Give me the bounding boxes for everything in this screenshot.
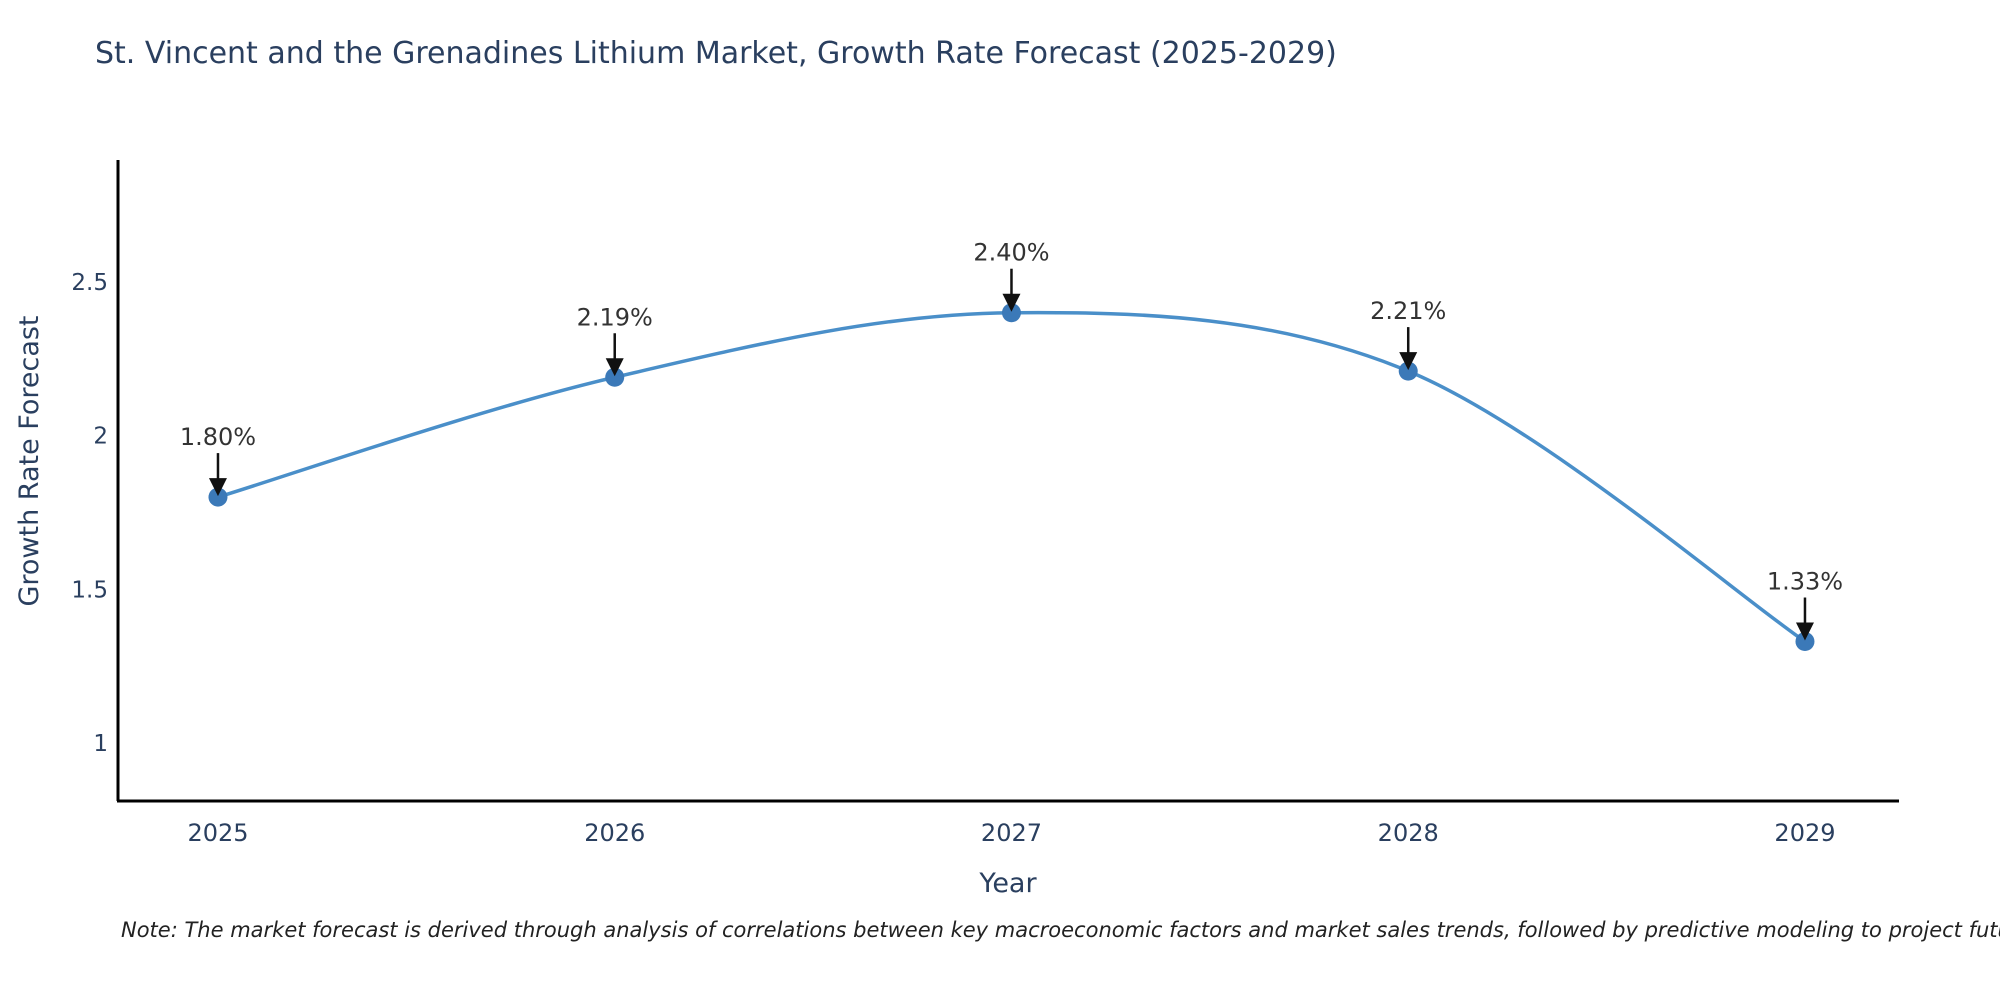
y-tick-label: 2.5 [71,270,108,296]
annotation-arrowhead-icon [1399,352,1418,371]
data-point-label: 1.33% [1767,568,1843,596]
x-tick-label: 2029 [1774,819,1835,847]
chart-title: St. Vincent and the Grenadines Lithium M… [95,36,1337,71]
data-point-marker [1001,303,1021,323]
data-point-label: 2.19% [577,303,653,331]
annotation-arrowhead-icon [208,478,227,497]
data-point-label: 1.80% [180,423,256,451]
x-tick-label: 2028 [1378,819,1439,847]
y-tick-label: 1 [93,731,108,757]
annotation-arrowhead-icon [605,358,624,377]
data-point-marker [1795,632,1815,652]
data-point-label: 2.40% [973,239,1049,267]
data-point-label: 2.21% [1370,297,1446,325]
footnote: Note: The market forecast is derived thr… [121,918,2000,942]
data-point-marker [605,367,625,387]
x-tick-label: 2027 [981,819,1042,847]
forecast-line [217,310,1806,643]
data-point-marker [1398,361,1418,381]
x-tick-label: 2025 [187,819,248,847]
y-axis-title: Growth Rate Forecast [14,315,45,606]
y-tick-label: 1.5 [71,577,108,603]
y-tick-label: 2 [93,424,108,450]
data-point-marker [208,487,228,507]
x-tick-label: 2026 [584,819,645,847]
annotation-arrowhead-icon [1002,293,1021,312]
x-axis-title: Year [978,868,1037,899]
annotation-arrowhead-icon [1795,622,1814,641]
